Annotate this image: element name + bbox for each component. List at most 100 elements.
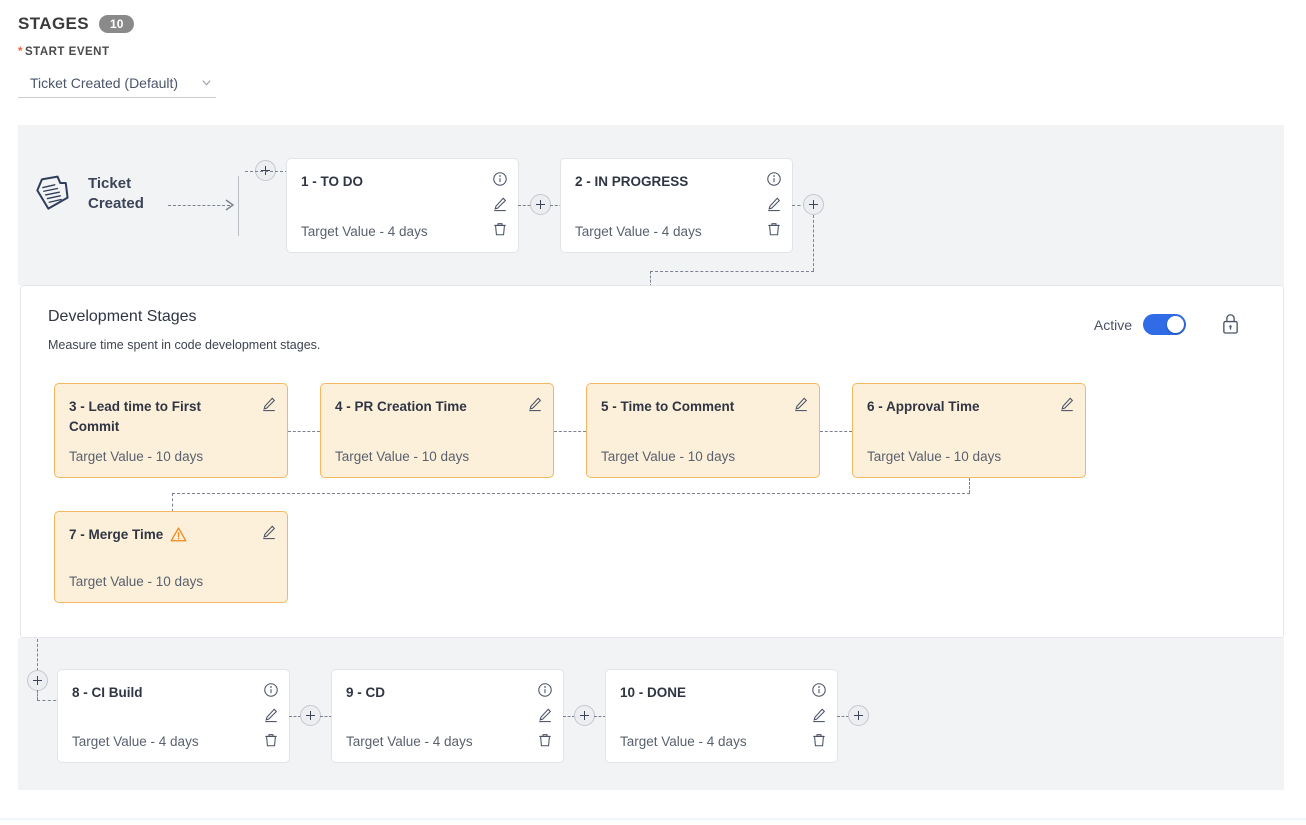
toggle-knob [1167, 316, 1184, 333]
dev-panel-title: Development Stages [48, 308, 197, 325]
stage-card-3[interactable]: 3 - Lead time to First Commit Target Val… [54, 383, 288, 478]
stage-card-7[interactable]: 7 - Merge Time Target Value - 10 days [54, 511, 288, 603]
info-icon[interactable] [537, 682, 553, 698]
stage-card-1[interactable]: 1 - TO DO Target Value - 4 days [286, 158, 519, 253]
stage-card-title: 7 - Merge Time [69, 525, 247, 545]
stage-card-target: Target Value - 4 days [301, 224, 428, 239]
stage-card-title: 5 - Time to Comment [601, 399, 735, 414]
stage-card-actions [527, 396, 543, 412]
required-marker: * [18, 46, 23, 58]
delete-icon[interactable] [492, 221, 508, 237]
info-icon[interactable] [811, 682, 827, 698]
stage-card-target: Target Value - 10 days [335, 449, 470, 464]
lock-icon[interactable] [1221, 312, 1240, 335]
stage-card-target: Target Value - 10 days [867, 449, 1002, 464]
stages-header: STAGES 10 [18, 14, 135, 34]
info-icon[interactable] [492, 171, 508, 187]
info-icon[interactable] [766, 171, 782, 187]
delete-icon[interactable] [811, 732, 827, 748]
edit-icon[interactable] [811, 707, 827, 723]
stage-card-9[interactable]: 9 - CD Target Value - 4 days [331, 669, 564, 763]
edit-icon[interactable] [261, 524, 277, 540]
stage-card-6[interactable]: 6 - Approval Time Target Value - 10 days [852, 383, 1086, 478]
connector-plus-to-card8 [37, 700, 67, 701]
stage-card-title: 8 - CI Build [72, 685, 143, 700]
stage-card-title: 3 - Lead time to First Commit [69, 399, 202, 434]
edit-icon[interactable] [492, 196, 508, 212]
edit-icon[interactable] [263, 707, 279, 723]
stage-card-target: Target Value - 10 days [69, 449, 204, 464]
stage-card-10[interactable]: 10 - DONE Target Value - 4 days [605, 669, 838, 763]
trigger-label: Ticket Created [88, 174, 144, 212]
connector-trigger-to-stage1 [168, 205, 230, 206]
start-event-value: Ticket Created (Default) [30, 74, 179, 91]
trigger-node: Ticket Created [30, 172, 164, 216]
stage-card-actions [261, 396, 277, 412]
connector-plus-down [37, 690, 38, 700]
dev-panel-header: Development Stages Measure time spent in… [48, 308, 320, 352]
add-stage-after-10-button[interactable] [848, 705, 869, 726]
stage-card-title: 6 - Approval Time [867, 399, 980, 414]
stage-card-8[interactable]: 8 - CI Build Target Value - 4 days [57, 669, 290, 763]
stage-card-actions [261, 524, 277, 540]
add-stage-between-1-2-button[interactable] [530, 194, 551, 215]
start-event-label: * START EVENT [18, 46, 110, 58]
add-stage-between-8-9-button[interactable] [300, 705, 321, 726]
connector-left-to-dev [650, 271, 814, 272]
stages-count-badge: 10 [99, 15, 135, 33]
edit-icon[interactable] [793, 396, 809, 412]
chevron-down-icon [202, 80, 211, 86]
delete-icon[interactable] [537, 732, 553, 748]
stage-card-actions [492, 171, 508, 237]
footer-divider [0, 818, 1306, 820]
warning-triangle-icon [170, 527, 187, 542]
connector-plus-to-card9 [320, 716, 332, 717]
stage-card-target: Target Value - 4 days [72, 734, 199, 749]
connector-card10-to-plus [837, 716, 849, 717]
active-toggle[interactable] [1143, 314, 1186, 335]
add-stage-after-2-button[interactable] [803, 194, 824, 215]
connector-card9-to-plus [563, 716, 575, 717]
active-toggle-group: Active [1094, 314, 1186, 335]
connector-card5-to-card6 [820, 431, 852, 432]
stage-card-actions [811, 682, 827, 748]
delete-icon[interactable] [263, 732, 279, 748]
edit-icon[interactable] [1059, 396, 1075, 412]
stage-card-target: Target Value - 4 days [346, 734, 473, 749]
edit-icon[interactable] [766, 196, 782, 212]
stage-card-4[interactable]: 4 - PR Creation Time Target Value - 10 d… [320, 383, 554, 478]
start-event-select[interactable]: Ticket Created (Default) [18, 68, 216, 98]
connector-down-to-card7 [172, 493, 173, 512]
add-stage-between-9-10-button[interactable] [574, 705, 595, 726]
stage-card-5[interactable]: 5 - Time to Comment Target Value - 10 da… [586, 383, 820, 478]
page-title: STAGES [18, 14, 90, 33]
stage-card-target: Target Value - 10 days [69, 574, 204, 589]
edit-icon[interactable] [261, 396, 277, 412]
stage-card-target: Target Value - 4 days [620, 734, 747, 749]
add-stage-before-1-button[interactable] [255, 160, 276, 181]
edit-icon[interactable] [537, 707, 553, 723]
connector-card8-to-plus [289, 716, 301, 717]
stage-card-title: 9 - CD [346, 685, 386, 700]
info-icon[interactable] [263, 682, 279, 698]
stage-card-target: Target Value - 10 days [601, 449, 736, 464]
active-label: Active [1093, 316, 1132, 333]
stage-card-actions [766, 171, 782, 237]
connector-plus1-to-card1 [245, 171, 293, 172]
stage-card-2[interactable]: 2 - IN PROGRESS Target Value - 4 days [560, 158, 793, 253]
connector-card6-down [969, 478, 970, 493]
edit-icon[interactable] [527, 396, 543, 412]
connector-card1-to-plus [518, 205, 540, 206]
lane-divider [238, 176, 239, 236]
connector-wrap-to-row2 [172, 493, 970, 494]
delete-icon[interactable] [766, 221, 782, 237]
connector-into-dev-panel [650, 271, 651, 287]
add-stage-before-8-button[interactable] [27, 670, 48, 691]
stage-card-title: 10 - DONE [620, 685, 687, 700]
stage-card-actions [537, 682, 553, 748]
start-event-label-text: START EVENT [24, 46, 110, 58]
ticket-icon [36, 175, 69, 210]
stage-card-title: 4 - PR Creation Time [335, 399, 467, 414]
stage-card-target: Target Value - 4 days [575, 224, 702, 239]
